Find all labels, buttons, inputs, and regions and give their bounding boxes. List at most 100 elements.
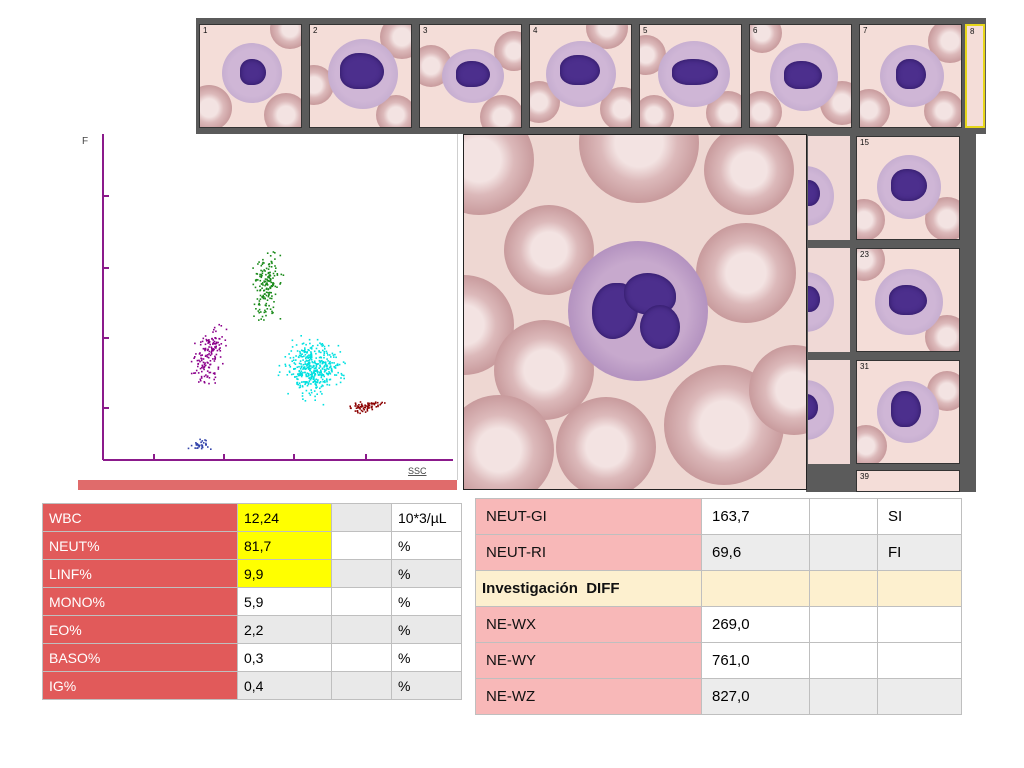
table-row[interactable]: BASO% 0,3 % — [42, 643, 462, 672]
table-row[interactable]: NE-WZ 827,0 — [475, 678, 962, 715]
cell-thumbnail-23[interactable]: 23 — [856, 248, 960, 352]
neutrophils-event — [298, 386, 301, 389]
table-row[interactable]: IG% 0,4 % — [42, 671, 462, 700]
cell-thumbnail-31[interactable]: 31 — [856, 360, 960, 464]
neutrophils-event — [302, 381, 305, 383]
cell-thumbnail-3[interactable]: 3 — [419, 24, 522, 128]
lymphocytes-event — [213, 326, 216, 329]
thumbnail-number: 23 — [860, 250, 869, 259]
neutrophils-event — [309, 377, 311, 379]
monocytes-event — [253, 315, 255, 317]
cell-thumbnail-39[interactable]: 39 — [856, 470, 960, 492]
neutrophils-event — [308, 358, 311, 361]
section-cell — [701, 570, 810, 607]
eosinophils-event — [359, 412, 361, 415]
table-row[interactable]: MONO% 5,9 % — [42, 587, 462, 616]
neutrophils-event — [323, 368, 326, 371]
neutrophils-event — [297, 383, 300, 386]
lymphocytes-event — [198, 353, 201, 355]
neutrophils-event — [304, 349, 306, 351]
table-row[interactable]: NEUT-RI 69,6 FI — [475, 534, 962, 571]
neutrophils-event — [323, 356, 325, 359]
cell-thumbnail-6[interactable]: 6 — [749, 24, 852, 128]
neutrophils-event — [330, 367, 333, 370]
neutrophils-event — [324, 380, 326, 382]
monocytes-event — [255, 272, 258, 275]
cell-thumbnail-8[interactable]: 8 — [965, 24, 985, 128]
table-row[interactable]: LINF% 9,9 % — [42, 559, 462, 588]
lymphocytes-event — [216, 349, 219, 352]
cell-thumbnail-7[interactable]: 7 — [859, 24, 962, 128]
neutrophils-event — [325, 369, 327, 372]
lymphocytes-event — [204, 348, 207, 351]
parameter-flag — [809, 498, 878, 535]
lymphocytes-event — [214, 343, 217, 345]
neutrophils-event — [299, 384, 301, 387]
monocytes-event — [258, 302, 260, 305]
neutrophils-event — [313, 367, 316, 370]
monocytes-event — [269, 255, 272, 257]
table-row[interactable]: NE-WY 761,0 — [475, 642, 962, 679]
monocytes-event — [253, 303, 256, 306]
neutrophils-event — [308, 356, 310, 359]
monocytes-event — [260, 269, 262, 272]
monocytes-event — [272, 277, 274, 279]
lymphocytes-event — [197, 365, 199, 368]
scattergram-plot: F SSC — [82, 134, 453, 476]
neutrophils-event — [302, 359, 304, 361]
table-row[interactable]: WBC 12,24 10*3/µL — [42, 503, 462, 532]
lymphocytes-event — [208, 353, 210, 355]
neutrophils-event — [332, 354, 335, 356]
table-row[interactable]: EO% 2,2 % — [42, 615, 462, 644]
y-axis-label: F — [82, 136, 88, 147]
neutrophils-event — [327, 344, 330, 347]
lymphocytes-event — [190, 372, 193, 375]
neutrophils-event — [318, 351, 320, 353]
neutrophils-event — [296, 381, 299, 384]
cell-thumbnail-1[interactable]: 1 — [199, 24, 302, 128]
cell-thumbnail-15[interactable]: 15 — [856, 136, 960, 240]
neutrophils-event — [304, 363, 307, 365]
neutrophils-event — [315, 381, 317, 383]
monocytes-event — [272, 283, 274, 286]
neutrophils-event — [344, 362, 346, 365]
eosinophils-event — [367, 403, 370, 406]
cell-thumbnail-2[interactable]: 2 — [309, 24, 412, 128]
neutrophils-event — [310, 373, 312, 376]
neutrophils-event — [307, 382, 310, 384]
neutrophils-event — [311, 366, 314, 369]
table-row[interactable]: NE-WX 269,0 — [475, 606, 962, 643]
monocytes-event — [267, 263, 270, 266]
monocytes-event — [263, 319, 265, 321]
neutrophils-event — [316, 386, 318, 388]
neutrophils-event — [329, 363, 332, 365]
parameter-flag — [809, 642, 878, 679]
eosinophils-event — [371, 405, 373, 408]
neutrophils-event — [313, 350, 316, 353]
neutrophils-event — [304, 383, 306, 386]
cell-thumbnail-4[interactable]: 4 — [529, 24, 632, 128]
neutrophils-event — [327, 360, 329, 362]
eosinophils-event — [366, 410, 369, 412]
neutrophils-event — [308, 338, 311, 341]
thumbnail-number: 5 — [643, 26, 648, 35]
cell-thumbnail-5[interactable]: 5 — [639, 24, 742, 128]
neutrophils-event — [327, 373, 329, 376]
monocytes-event — [266, 282, 268, 284]
cell-enlarged-image[interactable] — [463, 134, 807, 490]
lymphocytes-event — [210, 351, 213, 354]
table-row[interactable]: NEUT% 81,7 % — [42, 531, 462, 560]
neutrophils-event — [308, 367, 311, 370]
table-row[interactable]: NEUT-GI 163,7 SI — [475, 498, 962, 535]
neutrophils-event — [312, 361, 314, 364]
neutrophils-event — [299, 372, 302, 375]
lymphocytes-event — [209, 354, 212, 357]
neutrophils-event — [337, 344, 340, 347]
debris-event — [202, 442, 205, 444]
neutrophils-event — [307, 366, 310, 369]
neutrophils-event — [317, 374, 320, 376]
monocytes-event — [266, 252, 269, 254]
neutrophils-event — [327, 373, 330, 375]
neutrophils-event — [311, 361, 313, 363]
neutrophils-event — [330, 366, 332, 368]
